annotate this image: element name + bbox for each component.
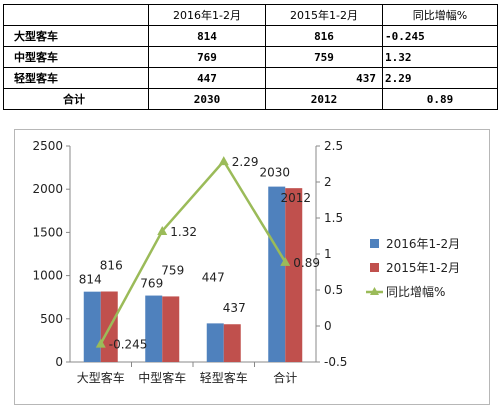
- cell-2015: 2012: [265, 88, 383, 110]
- cell-2016: 769: [148, 46, 266, 68]
- cell-2016: 814: [148, 25, 266, 47]
- y-left-tick-label: 0: [55, 355, 63, 369]
- y-right-tick-label: 2.5: [324, 139, 343, 153]
- bar-0: [145, 295, 163, 362]
- growth-data-label: 0.89: [293, 256, 320, 270]
- data-table: 2016年1-2月 2015年1-2月 同比增幅% 大型客车 814 816 -…: [3, 4, 498, 110]
- y-right-tick-label: 0.5: [324, 283, 343, 297]
- bar-0: [83, 291, 101, 362]
- table-row: 轻型客车 447 437 2.29: [3, 67, 498, 89]
- cell-2016: 2030: [148, 88, 266, 110]
- table-row: 合计 2030 2012 0.89: [3, 88, 498, 110]
- header-2015: 2015年1-2月: [265, 4, 383, 26]
- bar-1: [285, 188, 303, 362]
- y-left-tick-label: 1500: [32, 225, 63, 239]
- legend-label: 同比增幅%: [386, 284, 445, 299]
- growth-marker: [157, 225, 168, 235]
- growth-data-label: 2.29: [232, 155, 259, 169]
- growth-marker: [280, 256, 291, 266]
- legend-label: 2016年1-2月: [386, 237, 460, 251]
- bar-data-label: 759: [161, 263, 184, 277]
- bar-data-label: 437: [223, 301, 246, 315]
- combo-chart: 0 500 1000 1500 2000 2500 -0.5 0 0.5 1 1.5 2 2.5 大型客车…: [32, 139, 460, 385]
- chart-frame: 0 500 1000 1500 2000 2500 -0.5 0 0.5 1 1.5 2 2.5 大型客车…: [14, 129, 490, 405]
- y-left-tick-label: 2500: [32, 139, 63, 153]
- row-label: 大型客车: [3, 25, 149, 47]
- bar-data-label: 2030: [259, 166, 290, 180]
- growth-data-label: -0.245: [109, 338, 148, 352]
- x-tick-label: 轻型客车: [200, 370, 248, 385]
- header-2016: 2016年1-2月: [148, 4, 266, 26]
- cell-2015: 759: [265, 46, 383, 68]
- cell-growth: -0.245: [382, 25, 498, 47]
- table-row: 中型客车 769 759 1.32: [3, 46, 498, 68]
- legend-swatch: [370, 263, 379, 272]
- cell-2015: 437: [265, 67, 383, 89]
- y-left-tick-label: 1000: [32, 269, 63, 283]
- x-tick-label: 合计: [273, 370, 297, 385]
- y-right-tick-label: 1.5: [324, 211, 343, 225]
- legend-label: 2015年1-2月: [386, 261, 460, 275]
- row-label: 合计: [3, 88, 149, 110]
- bar-data-label: 816: [100, 258, 123, 272]
- bar-0: [206, 323, 224, 362]
- cell-2016: 447: [148, 67, 266, 89]
- cell-growth: 1.32: [382, 46, 498, 68]
- cell-2015: 816: [265, 25, 383, 47]
- cell-growth: 2.29: [382, 67, 498, 89]
- y-right-tick-label: 0: [324, 319, 332, 333]
- y-left-tick-label: 2000: [32, 182, 63, 196]
- bar-0: [268, 186, 286, 362]
- y-right-tick-label: -0.5: [324, 355, 347, 369]
- legend-marker: [370, 287, 379, 295]
- row-label: 轻型客车: [3, 67, 149, 89]
- x-tick-label: 大型客车: [77, 370, 125, 385]
- bar-1: [223, 324, 241, 362]
- legend-swatch: [370, 239, 379, 248]
- y-right-tick-label: 1: [324, 247, 332, 261]
- growth-marker: [218, 156, 229, 166]
- x-tick-label: 中型客车: [138, 370, 186, 385]
- growth-data-label: 1.32: [170, 225, 197, 239]
- cell-growth: 0.89: [382, 88, 498, 110]
- table-header-row: 2016年1-2月 2015年1-2月 同比增幅%: [3, 4, 498, 26]
- row-label: 中型客车: [3, 46, 149, 68]
- bar-data-label: 769: [140, 277, 163, 291]
- y-left-tick-label: 500: [40, 312, 63, 326]
- table-row: 大型客车 814 816 -0.245: [3, 25, 498, 47]
- header-empty: [3, 4, 149, 26]
- header-growth: 同比增幅%: [382, 4, 498, 26]
- bar-data-label: 2012: [280, 191, 311, 205]
- bar-1: [162, 296, 180, 362]
- bar-data-label: 814: [79, 273, 102, 287]
- growth-line: [99, 159, 287, 345]
- y-right-tick-label: 2: [324, 175, 332, 189]
- bar-data-label: 447: [202, 270, 225, 284]
- growth-marker: [95, 338, 106, 348]
